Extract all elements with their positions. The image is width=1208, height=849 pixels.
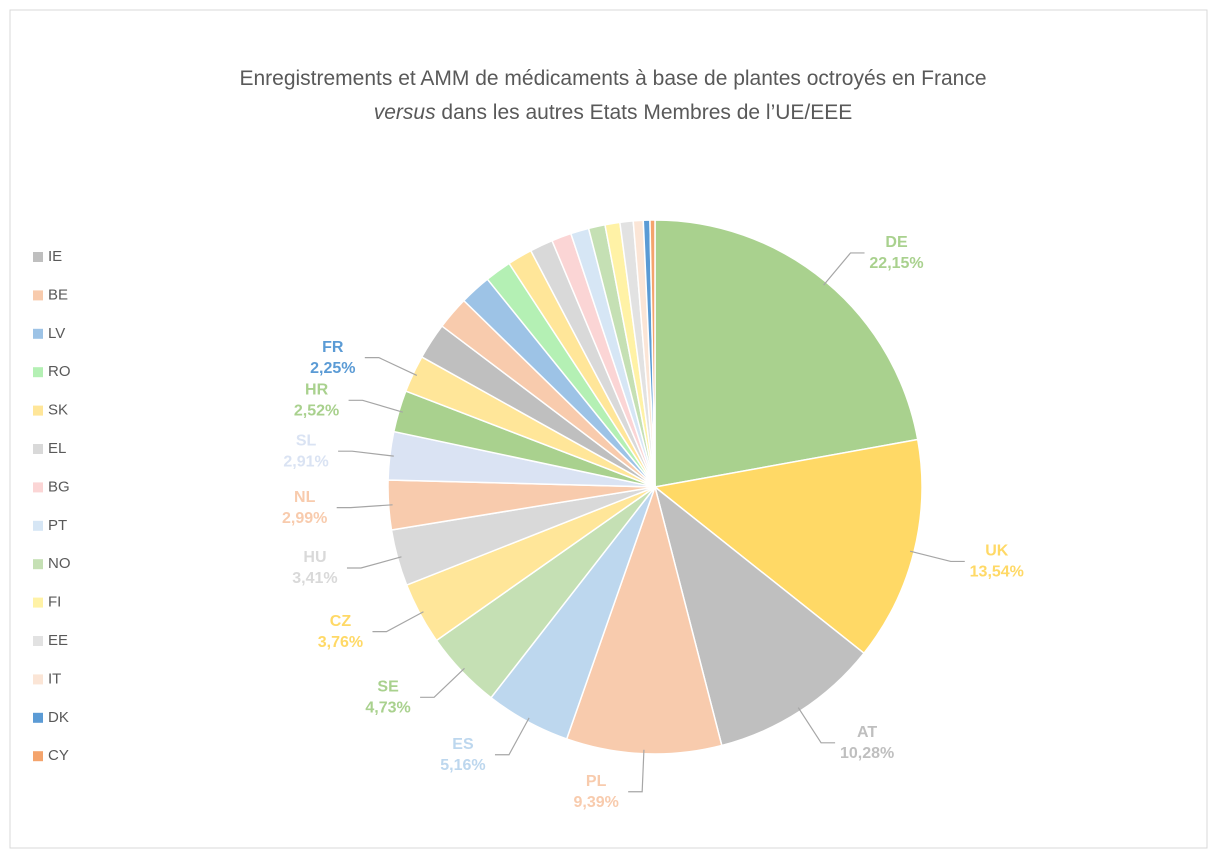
leader-line <box>346 556 402 569</box>
legend-label: PT <box>48 517 67 534</box>
data-label: 2,99% <box>282 510 327 527</box>
legend-label: CY <box>48 747 69 764</box>
data-label-name: PL <box>586 773 607 790</box>
legend-swatch <box>33 559 43 570</box>
data-label-name: HU <box>303 549 326 566</box>
legend-swatch <box>33 328 43 339</box>
data-label: 3,41% <box>292 570 337 587</box>
data-label-name: NL <box>294 489 316 506</box>
data-label: 22,15% <box>869 255 923 272</box>
data-label: 9,39% <box>573 794 618 811</box>
leader-line <box>909 550 965 563</box>
leader-line <box>338 450 394 457</box>
legend-label: EE <box>48 632 68 649</box>
leader-line <box>364 357 418 376</box>
legend-swatch <box>33 674 43 685</box>
data-label-name: SL <box>296 432 317 449</box>
data-label-name: FR <box>322 339 344 356</box>
leader-line <box>336 504 393 509</box>
legend-label: BE <box>48 286 68 303</box>
legend-swatch <box>33 444 43 454</box>
legend-label: SK <box>48 402 68 419</box>
legend-swatch <box>33 482 43 493</box>
legend-label: EL <box>48 440 66 457</box>
legend-label: IE <box>48 248 62 265</box>
data-label-name: HR <box>305 382 329 399</box>
leader-line <box>420 667 465 698</box>
leader-line <box>494 717 530 756</box>
data-label: 13,54% <box>970 564 1024 581</box>
data-label-name: SE <box>377 679 399 696</box>
legend-swatch <box>33 597 43 608</box>
legend-label: DK <box>48 709 69 726</box>
title-italic: versus <box>374 101 436 124</box>
data-label-name: AT <box>857 724 877 741</box>
leader-line <box>372 611 424 633</box>
leader-line <box>823 252 865 286</box>
data-label-name: DE <box>885 234 908 251</box>
legend-swatch <box>33 290 43 301</box>
data-label: 2,91% <box>283 453 328 470</box>
leader-line <box>628 749 645 793</box>
legend-swatch <box>33 636 43 646</box>
data-label: 2,25% <box>310 360 355 377</box>
legend-label: IT <box>48 670 61 687</box>
chart-title: Enregistrements et AMM de médicaments à … <box>239 67 986 90</box>
data-label: 10,28% <box>840 745 894 762</box>
chart-title: versus dans les autres Etats Membres de … <box>374 101 853 124</box>
data-label-name: CZ <box>330 613 352 630</box>
legend-swatch <box>33 367 43 378</box>
legend-swatch <box>33 252 43 262</box>
legend-swatch <box>33 520 43 531</box>
leader-line <box>348 399 404 413</box>
legend-label: RO <box>48 363 71 380</box>
data-label-name: ES <box>452 736 474 753</box>
title-line: Enregistrements et AMM de médicaments à … <box>239 67 986 90</box>
data-label: 2,52% <box>294 403 339 420</box>
legend-label: LV <box>48 325 65 342</box>
data-label-name: UK <box>985 543 1009 560</box>
pie-slice <box>649 219 656 488</box>
legend-swatch <box>33 405 43 416</box>
legend-swatch <box>33 712 43 723</box>
legend-label: FI <box>48 594 61 611</box>
data-label: 4,73% <box>365 700 410 717</box>
legend-swatch <box>33 751 43 762</box>
legend-label: NO <box>48 555 71 572</box>
data-label: 5,16% <box>440 757 485 774</box>
legend-label: BG <box>48 478 70 495</box>
leader-line <box>797 707 836 744</box>
title-line: dans les autres Etats Membres de l’UE/EE… <box>436 101 853 124</box>
data-label: 3,76% <box>318 634 363 651</box>
